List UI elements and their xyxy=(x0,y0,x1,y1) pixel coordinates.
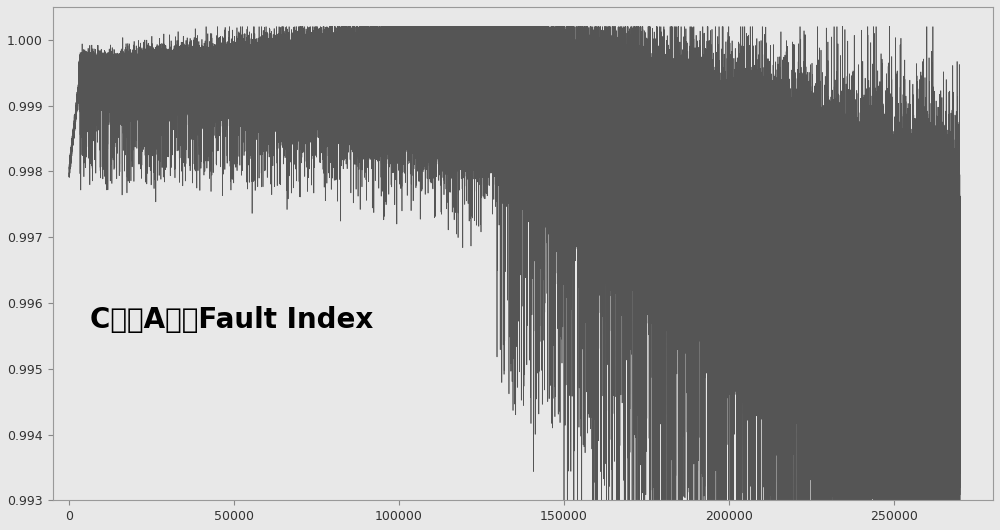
Text: C相与A相的Fault Index: C相与A相的Fault Index xyxy=(90,306,373,334)
